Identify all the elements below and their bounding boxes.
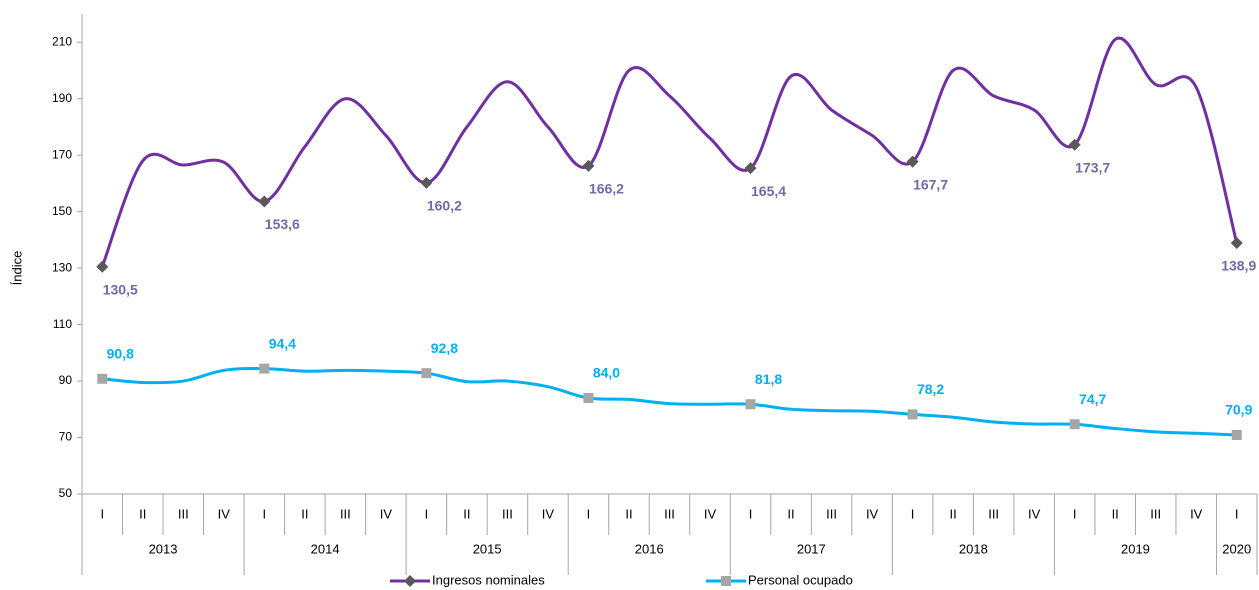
y-tick-label: 110: [53, 317, 72, 331]
x-tick-label: I: [749, 506, 753, 521]
y-tick-label: 210: [52, 34, 72, 48]
year-label: 2013: [149, 541, 178, 556]
marker: [744, 162, 757, 175]
year-label: 2015: [473, 541, 502, 556]
data-label: 173,7: [1075, 159, 1110, 175]
data-label: 130,5: [103, 281, 138, 297]
marker: [907, 409, 918, 420]
data-label: 94,4: [269, 335, 296, 351]
legend-label: Ingresos nominales: [432, 572, 545, 587]
data-label: 70,9: [1225, 402, 1252, 418]
x-tick-label: IV: [704, 506, 717, 521]
marker: [906, 155, 919, 168]
x-tick-label: I: [100, 506, 104, 521]
x-tick-label: I: [263, 506, 267, 521]
data-label: 165,4: [751, 183, 786, 199]
x-tick-label: III: [664, 506, 675, 521]
data-label: 92,8: [431, 340, 458, 356]
marker: [259, 363, 270, 374]
x-tick-label: I: [1235, 506, 1239, 521]
year-label: 2018: [959, 541, 988, 556]
year-label: 2014: [311, 541, 340, 556]
data-label: 78,2: [917, 381, 944, 397]
x-tick-label: II: [301, 506, 308, 521]
y-tick-label: 90: [59, 373, 73, 387]
marker: [96, 260, 109, 273]
series-line: [102, 367, 1237, 437]
x-tick-label: III: [988, 506, 999, 521]
data-label: 74,7: [1079, 391, 1106, 407]
marker: [420, 176, 433, 189]
legend-marker: [721, 576, 731, 586]
y-tick-label: 70: [59, 430, 73, 444]
x-tick-label: I: [587, 506, 591, 521]
x-tick-label: II: [950, 506, 957, 521]
marker: [1230, 236, 1243, 249]
marker: [421, 368, 432, 379]
marker: [1231, 429, 1242, 440]
data-label: 138,9: [1221, 258, 1256, 274]
y-tick-label: 150: [52, 204, 72, 218]
x-tick-label: I: [911, 506, 915, 521]
year-label: 2020: [1222, 541, 1251, 556]
data-label: 166,2: [589, 181, 624, 197]
year-label: 2016: [635, 541, 664, 556]
x-tick-label: III: [178, 506, 189, 521]
data-label: 81,8: [755, 371, 782, 387]
y-axis-label: Índice: [9, 251, 24, 286]
x-tick-label: III: [502, 506, 513, 521]
data-label: 167,7: [913, 176, 948, 192]
marker: [1068, 138, 1081, 151]
x-tick-label: II: [1112, 506, 1119, 521]
marker: [745, 399, 756, 410]
x-tick-label: III: [1150, 506, 1161, 521]
x-tick-label: IV: [1028, 506, 1041, 521]
marker: [582, 159, 595, 172]
marker: [97, 373, 108, 384]
x-tick-label: II: [787, 506, 794, 521]
y-tick-label: 170: [52, 147, 72, 161]
year-label: 2019: [1121, 541, 1150, 556]
marker: [1069, 419, 1080, 430]
marker: [258, 195, 271, 208]
x-tick-label: IV: [380, 506, 393, 521]
x-tick-label: IV: [542, 506, 555, 521]
legend-marker: [404, 575, 416, 587]
x-tick-label: I: [1073, 506, 1077, 521]
marker: [583, 393, 594, 403]
data-label: 90,8: [107, 346, 134, 362]
x-tick-label: III: [826, 506, 837, 521]
x-tick-label: IV: [866, 506, 879, 521]
x-tick-label: III: [340, 506, 351, 521]
x-tick-label: II: [625, 506, 632, 521]
data-label: 153,6: [265, 216, 300, 232]
legend-label: Personal ocupado: [748, 572, 853, 587]
series-line: [100, 36, 1239, 268]
y-tick-label: 130: [52, 260, 72, 274]
data-label: 160,2: [427, 198, 462, 214]
data-label: 84,0: [593, 365, 620, 381]
x-tick-label: IV: [1190, 506, 1203, 521]
y-tick-label: 190: [52, 91, 72, 105]
x-tick-label: IV: [218, 506, 231, 521]
year-label: 2017: [797, 541, 826, 556]
x-tick-label: II: [463, 506, 470, 521]
x-tick-label: I: [425, 506, 429, 521]
x-tick-label: II: [139, 506, 146, 521]
y-tick-label: 50: [59, 486, 73, 500]
